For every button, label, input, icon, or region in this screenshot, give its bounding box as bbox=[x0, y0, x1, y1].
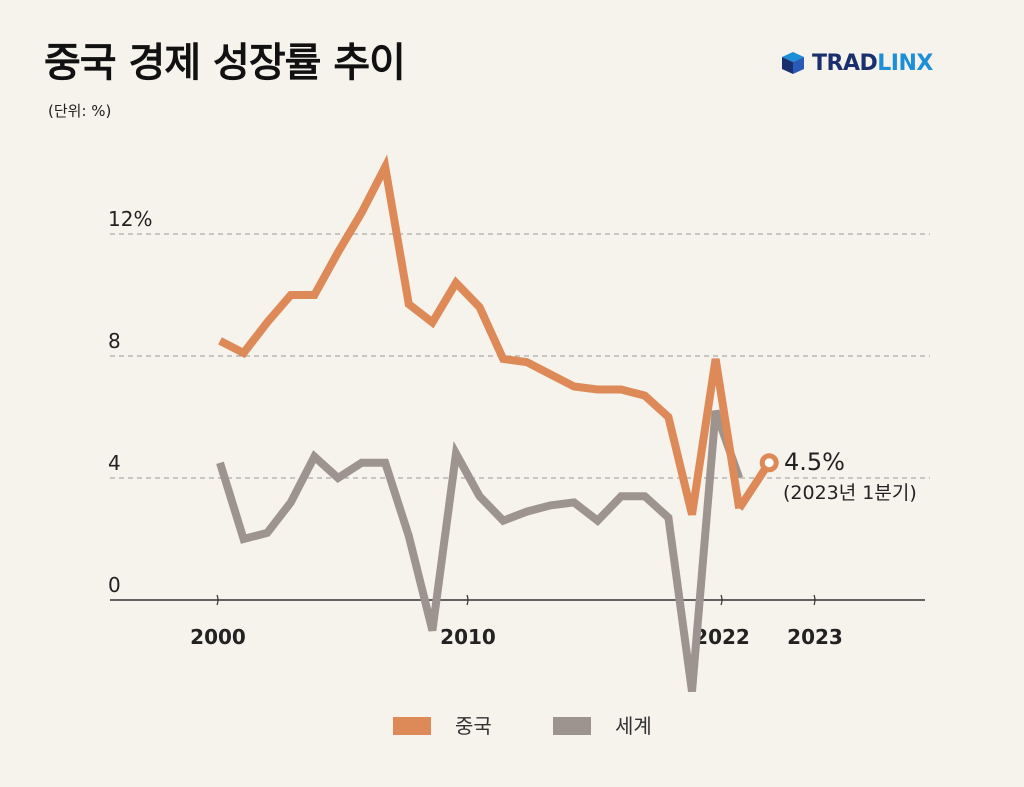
annotation-value-label: 4.5% bbox=[784, 448, 845, 476]
x-axis-break-mark bbox=[466, 594, 469, 606]
annotation-sublabel: (2023년 1분기) bbox=[783, 482, 917, 504]
x-axis-break-mark bbox=[813, 594, 816, 606]
cube-icon bbox=[782, 52, 804, 74]
x-tick-label: 2023 bbox=[787, 625, 843, 649]
logo-linx-text: LINX bbox=[877, 50, 933, 76]
series-lines bbox=[216, 154, 744, 693]
logo-trad-text: TRAD bbox=[812, 50, 878, 76]
x-axis-break-mark bbox=[216, 594, 219, 606]
y-tick-label: 12% bbox=[108, 207, 152, 231]
chart-title: 중국 경제 성장률 추이 bbox=[44, 40, 406, 86]
y-tick-label: 4 bbox=[108, 451, 121, 475]
x-tick-label: 2000 bbox=[190, 625, 246, 649]
y-tick-label: 8 bbox=[108, 329, 121, 353]
series-line-world bbox=[216, 409, 743, 693]
x-tick-label: 2022 bbox=[694, 625, 750, 649]
x-tick-label: 2010 bbox=[440, 625, 496, 649]
x-axis-break-mark bbox=[720, 594, 723, 606]
tradlinx-logo: TRADLINX bbox=[780, 50, 933, 76]
x-axis-ticks: 2000 2010 2022 2023 bbox=[190, 594, 843, 649]
annotation-point bbox=[759, 453, 779, 473]
unit-label: (단위: %) bbox=[48, 102, 112, 120]
series-line-china bbox=[218, 154, 744, 516]
y-tick-label: 0 bbox=[108, 573, 121, 597]
legend-label-world: 세계 bbox=[615, 714, 652, 738]
annotation: 4.5% (2023년 1분기) bbox=[735, 448, 917, 511]
legend-label-china: 중국 bbox=[455, 714, 492, 738]
grid-lines bbox=[110, 233, 930, 479]
legend-swatch-world bbox=[553, 717, 591, 735]
legend: 중국 세계 bbox=[393, 714, 652, 738]
y-axis-ticks: 0 4 8 12% bbox=[108, 207, 152, 597]
legend-swatch-china bbox=[393, 717, 431, 735]
